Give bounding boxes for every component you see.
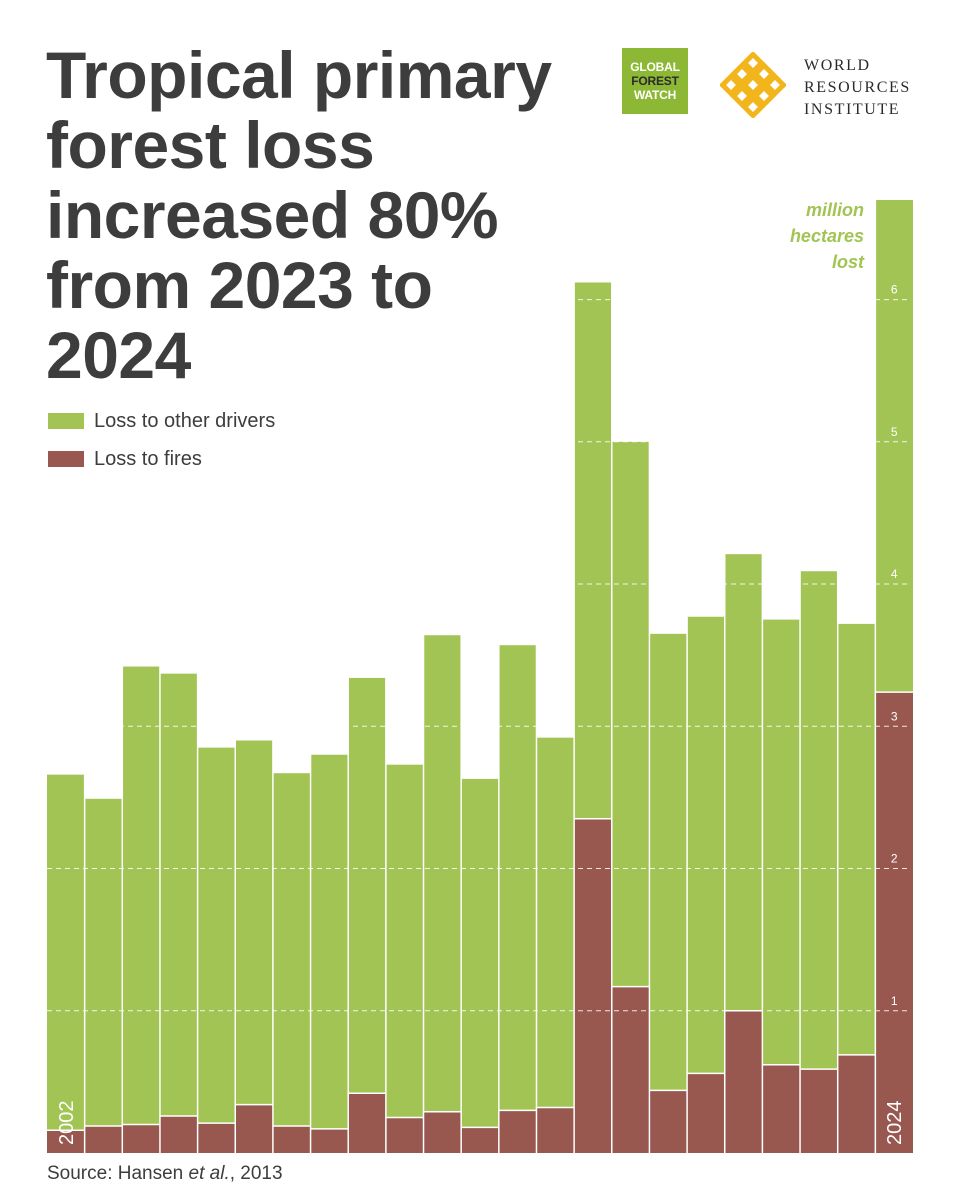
source-prefix: Source: Hansen [47, 1163, 189, 1184]
bar-other-drivers [235, 740, 273, 1105]
bar-other-drivers [159, 673, 198, 1117]
y-tick-label: 6 [891, 283, 898, 297]
gfw-logo-line: WATCH [633, 88, 677, 102]
wri-knot-segment [762, 72, 786, 98]
source-italic: et al. [188, 1163, 230, 1184]
bar-fires [197, 1123, 236, 1153]
page-title: Tropical primary forest loss increased 8… [46, 38, 552, 392]
bar-other-drivers [536, 737, 575, 1108]
bar-other-drivers [461, 778, 499, 1128]
wri-knot-segment [751, 83, 777, 109]
wri-logo-line: WORLD [804, 57, 871, 74]
chart-legend: Loss to other drivers Loss to fires [48, 402, 275, 478]
wri-knot-segment [740, 72, 766, 98]
bar-other-drivers [611, 441, 650, 987]
wri-knot-segment [740, 94, 766, 118]
bar-fires [498, 1110, 537, 1153]
bar-fires [423, 1111, 462, 1153]
wri-knot-segment [740, 52, 766, 76]
wri-logo-line: RESOURCES [804, 79, 911, 96]
y-tick-label: 4 [891, 567, 898, 581]
y-tick-label: 2 [891, 852, 898, 866]
bar-fires [84, 1125, 123, 1153]
wri-knot-segment [751, 61, 777, 87]
bar-fires [272, 1125, 311, 1153]
bar-other-drivers [423, 635, 462, 1112]
bar-other-drivers [197, 747, 236, 1124]
bar-other-drivers [84, 798, 123, 1126]
legend-label-other-drivers: Loss to other drivers [94, 409, 276, 432]
y-tick-label: 3 [891, 709, 898, 723]
x-label-last-year: 2024 [884, 1101, 906, 1146]
bar-fires [461, 1127, 499, 1153]
bar-fires [536, 1107, 575, 1153]
wri-knot-segment [720, 72, 744, 98]
y-axis-unit-label: million hectares lost [790, 197, 864, 275]
legend-swatch-other-drivers [48, 413, 84, 429]
wri-knot-segment [729, 61, 755, 87]
wri-logo-icon [720, 52, 786, 118]
wri-logo-line: INSTITUTE [804, 101, 901, 118]
bar-other-drivers [574, 282, 612, 819]
wri-knot-segment [729, 83, 755, 109]
bar-other-drivers [498, 645, 537, 1111]
bar-fires [47, 1130, 85, 1153]
wri-logo-text: WORLD RESOURCES INSTITUTE [804, 55, 911, 121]
bar-other-drivers [724, 554, 763, 1011]
bar-fires [762, 1064, 801, 1153]
bar-fires [649, 1090, 688, 1153]
bar-other-drivers [122, 666, 160, 1125]
gfw-logo-line: GLOBAL [630, 60, 680, 74]
bar-fires [574, 818, 612, 1153]
bar-fires [687, 1073, 725, 1153]
bar-other-drivers [385, 764, 424, 1118]
bar-other-drivers [687, 616, 725, 1074]
bar-other-drivers [837, 623, 876, 1055]
bar-other-drivers [649, 633, 688, 1091]
bar-fires [235, 1104, 273, 1153]
bar-other-drivers [875, 200, 913, 693]
legend-swatch-fires [48, 451, 84, 467]
bar-other-drivers [762, 619, 801, 1065]
legend-label-fires: Loss to fires [94, 447, 202, 470]
y-tick-label: 1 [891, 994, 898, 1008]
x-label-first-year: 2002 [56, 1101, 78, 1146]
legend-item-other-drivers: Loss to other drivers [48, 402, 275, 440]
unit-label-line: million [806, 200, 864, 220]
bar-fires [310, 1128, 349, 1153]
legend-item-fires: Loss to fires [48, 440, 275, 478]
bar-fires [122, 1124, 160, 1153]
y-tick-label: 5 [891, 425, 898, 439]
source-suffix: , 2013 [229, 1163, 283, 1184]
bar-fires [875, 692, 913, 1153]
bar-fires [800, 1069, 838, 1153]
bar-other-drivers [47, 774, 85, 1131]
bar-other-drivers [800, 571, 838, 1070]
gfw-logo-line: FOREST [631, 74, 679, 88]
bar-fires [837, 1054, 876, 1153]
bar-fires [724, 1010, 763, 1153]
bar-fires [611, 986, 650, 1153]
bar-fires [159, 1116, 198, 1153]
bar-other-drivers [310, 754, 349, 1129]
bar-fires [348, 1093, 386, 1153]
bar-fires [385, 1117, 424, 1153]
source-note: Source: Hansen et al., 2013 [47, 1163, 283, 1185]
global-forest-watch-logo: GLOBAL FOREST WATCH [622, 48, 688, 114]
bar-other-drivers [348, 677, 386, 1094]
unit-label-line: hectares [789, 226, 864, 246]
bar-other-drivers [272, 773, 311, 1126]
unit-label-line: lost [831, 252, 864, 272]
